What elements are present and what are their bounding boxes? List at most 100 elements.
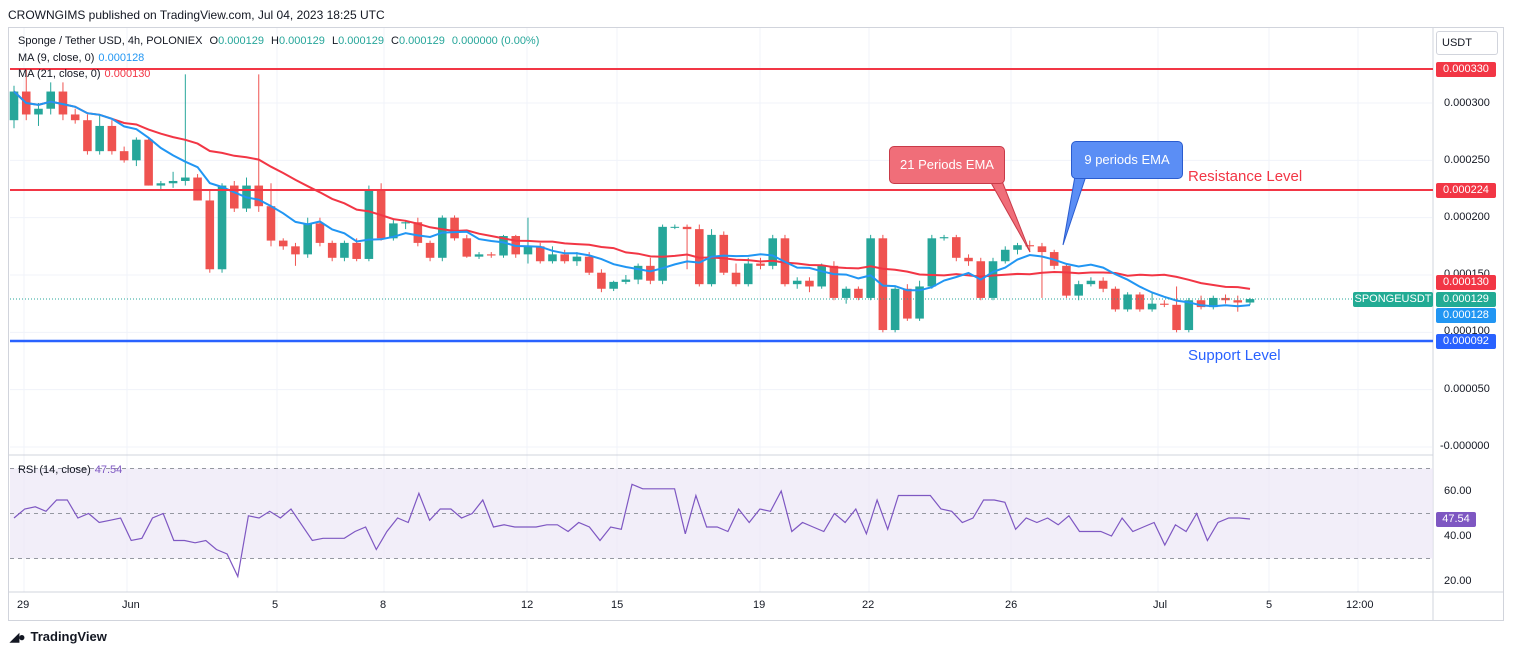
candle-body [1000,249,1010,262]
candle-body [486,254,496,256]
price-axis-label: 0.000250 [1444,154,1490,166]
legend-o: 0.000129 [218,35,264,47]
ma9-price-tag: 0.000128 [1436,308,1496,323]
candle-body [254,185,264,207]
rsi-axis-label: 40.00 [1444,530,1472,542]
candle-body [646,265,655,281]
ma9-line [13,90,1251,308]
candle-body [731,272,741,285]
candle-body [1074,284,1083,296]
candle-body [144,139,153,186]
legend-ma21-value: 0.000130 [104,68,151,80]
candle-body [132,139,141,161]
candle-body [719,234,729,273]
legend-h-label: H [271,35,279,47]
candle-body [352,242,361,259]
time-axis-label: 5 [272,599,279,611]
candle-body [927,238,937,287]
legend-l-label: L [331,35,339,47]
rsi-price-tag: 47.54 [1436,512,1476,527]
candle-body [817,265,826,287]
tradingview-logo[interactable]: ◢● TradingView [10,629,107,644]
candle-body [9,91,19,121]
candle-body [1172,304,1181,331]
resistance-top-price-tag: 0.000330 [1436,62,1496,77]
ema21-callout-pointer [989,180,1031,253]
symbol-name-tag: SPONGEUSDT [1353,292,1433,307]
legend-rsi-label: RSI (14, close) [18,464,91,476]
candle-body [1147,303,1157,310]
ema21-callout[interactable]: 21 Periods EMA [889,146,1005,184]
candle-body [1025,245,1035,247]
candle-body [119,151,129,161]
candle-body [915,286,924,319]
candle-body [964,257,973,262]
tradingview-logo-icon: ◢● [10,629,26,644]
candle-body [523,246,533,255]
candle-body [1184,300,1194,331]
candle-body [83,120,92,152]
candle-body [695,229,704,285]
candle-body [70,114,80,121]
candle-body [1098,280,1108,289]
candle-body [1245,299,1255,303]
candle-body [841,288,851,298]
legend-ma9-label: MA (9, close, 0) [18,52,95,64]
time-axis-label: 15 [611,599,624,611]
time-axis-label: 22 [862,599,875,611]
ema9-callout[interactable]: 9 periods EMA [1071,141,1183,179]
candle-body [450,217,459,239]
candle-body [425,242,435,258]
candle-body [413,222,423,243]
price-axis-label: 0.000050 [1444,383,1490,395]
ema9-callout-pointer [1062,175,1087,246]
candle-body [401,222,410,224]
time-axis-label: Jul [1153,599,1168,611]
level-lines [10,68,1433,343]
candle-body [1160,303,1169,305]
price-axis-label: 0.000300 [1444,97,1490,109]
candle-body [829,265,839,298]
callouts [989,175,1087,253]
legend-ma21-row: MA (21, close, 0) 0.000130 [18,68,150,80]
time-axis-label: Jun [122,599,140,611]
price-axis-label: -0.000000 [1440,440,1490,452]
legend-c: 0.000129 [398,35,445,47]
candle-body [878,238,888,331]
legend-symbol-row: Sponge / Tether USD, 4h, POLONIEX O0.000… [18,35,539,47]
candle-body [682,226,692,230]
candle-body [1196,300,1206,308]
candle-body [1086,280,1096,285]
rsi-line [13,483,1251,579]
candle-body [939,237,949,239]
candle-body [890,288,900,331]
time-axis-label: 26 [1005,599,1018,611]
candle-body [805,280,814,287]
publisher-text: CROWNGIMS published on TradingView.com, … [8,8,385,22]
candle-body [229,185,239,209]
candle-body [584,256,594,273]
candle-body [95,125,104,152]
currency-selector[interactable]: USDT [1436,31,1498,55]
candle-body [340,242,349,258]
candle-body [1233,300,1243,303]
time-axis-label: 5 [1266,599,1273,611]
rsi-axis-label: 20.00 [1444,575,1472,587]
tradingview-brand: TradingView [30,629,107,644]
last-price-tag: 0.000129 [1436,292,1496,307]
resistance-price-tag: 0.000224 [1436,183,1496,198]
candle-body [1111,288,1120,310]
candle-body [1013,245,1022,250]
candle-body [535,246,545,262]
candle-body [168,180,178,184]
legend-c-label: C [391,35,399,47]
candle-body [743,263,753,285]
candle-body [291,246,300,255]
ma21-price-tag: 0.000130 [1436,275,1496,290]
legend-l: 0.000129 [338,35,384,47]
candle-body [792,280,802,285]
candle-body [303,223,312,255]
candle-body [1037,246,1047,253]
candle-body [58,91,68,115]
